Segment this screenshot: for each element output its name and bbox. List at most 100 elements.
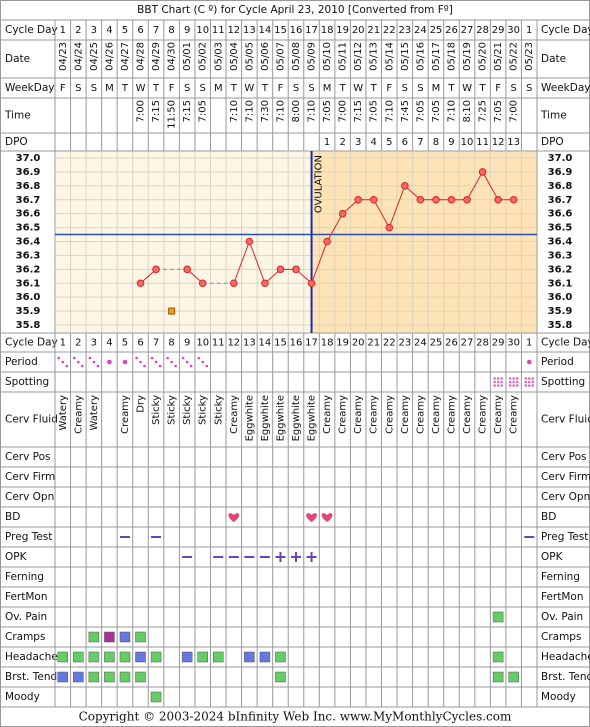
date: 05/19	[462, 42, 473, 71]
date: 04/25	[89, 42, 100, 71]
date: 05/09	[307, 42, 318, 71]
dpo: 13	[507, 137, 520, 148]
period-mark	[107, 359, 112, 365]
cycle-day: 28	[476, 338, 489, 349]
y-tick-label: 35.9	[16, 306, 41, 317]
headache-mark	[197, 651, 208, 663]
brst_tend-mark	[135, 671, 146, 683]
row-label: OPK	[541, 551, 564, 563]
ov_pain-mark	[492, 611, 504, 623]
headache-mark	[73, 651, 84, 663]
cerv-fluid: Eggwhite	[291, 395, 302, 441]
period-mark	[57, 356, 61, 360]
weekday: S	[308, 83, 314, 94]
cycle-day: 24	[414, 338, 427, 349]
cycle-day: 25	[430, 25, 443, 36]
time: 7:10	[244, 100, 255, 122]
dpo: 6	[402, 137, 408, 148]
weekday: T	[261, 83, 269, 94]
cramps-mark	[104, 631, 115, 643]
date: 04/26	[104, 42, 115, 71]
cerv-fluid: Creamy	[446, 395, 457, 434]
cycle-day: 2	[75, 338, 81, 349]
headache-mark	[119, 651, 131, 663]
period-mark	[150, 356, 154, 360]
row-label: Ov. Pain	[5, 611, 47, 623]
cerv-fluid: Sticky	[182, 395, 193, 425]
spotting-mark	[515, 377, 519, 380]
spotting-mark	[496, 384, 500, 387]
dpo: 9	[448, 137, 454, 148]
time: 7:15	[182, 100, 193, 122]
time: 8:00	[291, 100, 302, 122]
date: 04/24	[73, 42, 84, 71]
cycle-day: 4	[106, 338, 112, 349]
chart-title: BBT Chart (C º) for Cycle April 23, 2010…	[137, 4, 453, 16]
bd-heart	[321, 513, 333, 522]
cycle-day: 7	[153, 25, 159, 36]
temp-point	[230, 279, 238, 288]
row-label: Spotting	[5, 376, 49, 388]
cerv-fluid: Eggwhite	[244, 395, 255, 441]
weekday: M	[432, 83, 441, 94]
cycle-day: 12	[227, 338, 240, 349]
period-mark	[201, 360, 205, 364]
period-mark	[92, 360, 96, 364]
cerv-fluid: Creamy	[353, 395, 364, 434]
weekday: S	[200, 83, 206, 94]
dpo: 7	[417, 137, 423, 148]
spotting-mark	[500, 380, 503, 384]
time: 7:10	[307, 100, 318, 122]
spotting-mark	[515, 384, 519, 387]
date: 05/03	[213, 42, 224, 71]
cerv-fluid: Sticky	[198, 395, 209, 425]
temp-point	[245, 237, 254, 246]
weekday: W	[353, 83, 363, 94]
cycle-day: 25	[430, 338, 443, 349]
time: 7:00	[509, 100, 520, 122]
cycle-day: 9	[184, 338, 190, 349]
row-label: Ferning	[541, 571, 580, 583]
cerv-fluid: Creamy	[369, 395, 380, 434]
cycle-day: 30	[507, 25, 520, 36]
period-mark	[205, 364, 209, 368]
temp-point	[478, 168, 487, 176]
y-tick-label: 36.6	[16, 209, 41, 220]
period-mark	[88, 356, 92, 360]
dpo: 5	[386, 137, 392, 148]
time: 7:10	[275, 100, 286, 122]
row-label: Brst. Tend.	[5, 671, 61, 683]
brst_tend-mark	[88, 671, 100, 683]
temp-point	[447, 195, 456, 204]
cerv-fluid: Sticky	[151, 395, 162, 425]
date: 05/07	[275, 42, 286, 71]
cycle-day: 2	[75, 25, 81, 36]
headache-mark	[244, 651, 255, 663]
period-mark	[197, 356, 201, 360]
cycle-day: 11	[212, 338, 225, 349]
weekday: S	[91, 83, 97, 94]
cycle-day: 3	[91, 25, 97, 36]
brst_tend-mark	[119, 671, 131, 683]
cycle-day: 3	[91, 338, 97, 349]
dpo: 10	[461, 137, 474, 148]
cycle-day: 16	[290, 25, 303, 36]
cerv-fluid: Watery	[89, 395, 100, 431]
spotting-mark	[524, 380, 528, 384]
spotting-mark	[527, 384, 531, 387]
y-tick-label: 36.1	[16, 278, 41, 289]
cycle-day: 11	[212, 25, 225, 36]
row-label: Headache	[541, 651, 590, 663]
row-label: Cerv Opn	[5, 491, 54, 503]
cerv-fluid: Eggwhite	[275, 395, 286, 441]
cerv-fluid: Sticky	[213, 395, 224, 425]
cycle-day: 10	[196, 338, 209, 349]
period-mark	[174, 364, 177, 368]
y-tick-label: 36.2	[548, 264, 573, 275]
row-label: Date	[5, 53, 30, 65]
date: 05/02	[198, 42, 209, 71]
y-tick-label: 36.3	[548, 250, 573, 261]
bd-heart	[306, 513, 317, 522]
